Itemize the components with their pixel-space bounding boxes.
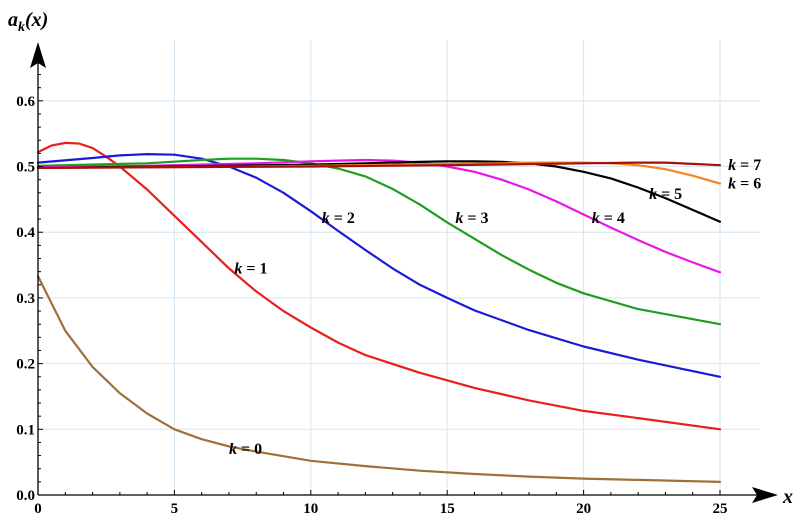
series-layer [36, 141, 722, 483]
curve-labels: k = 0 k = 1 k = 2 k = 3 k = 4 k = 5 k = 6 k = 7 [229, 157, 761, 458]
y-tick-label: 0.5 [16, 160, 35, 176]
y-tick-label: 0.3 [16, 291, 35, 307]
y-axis-arrow-icon [30, 42, 46, 68]
x-tick-label: 20 [576, 501, 591, 517]
series-line-k3 [36, 157, 722, 326]
y-axis-title: ak(x) [8, 9, 48, 35]
grid [38, 40, 760, 495]
curve-label: k = 4 [592, 210, 625, 227]
y-axis-title-base: a [8, 9, 18, 31]
x-tick-label: 5 [171, 501, 179, 517]
x-axis-title: x [782, 486, 793, 508]
curve-label: k = 3 [455, 210, 488, 227]
x-tick-label: 10 [303, 501, 318, 517]
y-tick-label: 0.0 [16, 488, 35, 504]
x-tick-label: 0 [34, 501, 42, 517]
curve-label: k = 0 [229, 441, 262, 458]
curve-label: k = 1 [234, 260, 267, 277]
curve-label: k = 7 [728, 157, 761, 174]
tick-labels: 0 5 10 15 20 25 0.0 0.1 0.2 0.3 0.4 0.5 0.6 [16, 94, 727, 517]
series-line-k7 [36, 161, 722, 169]
y-tick-label: 0.2 [16, 357, 35, 373]
series-line-k2 [36, 153, 722, 378]
series-line-k4 [36, 158, 722, 274]
y-axis-title-rest: (x) [25, 9, 48, 31]
axes [30, 42, 778, 503]
series-line-k0 [36, 275, 722, 483]
y-axis-title-subscript: k [18, 20, 25, 35]
curve-label: k = 2 [322, 210, 355, 227]
x-tick-label: 25 [713, 501, 728, 517]
y-tick-label: 0.6 [16, 94, 35, 110]
x-tick-label: 15 [440, 501, 455, 517]
curve-label: k = 5 [649, 186, 682, 203]
curve-label: k = 6 [728, 176, 761, 193]
ticks [37, 74, 721, 496]
y-tick-label: 0.4 [16, 225, 35, 241]
y-tick-label: 0.1 [16, 422, 35, 438]
x-axis-arrow-icon [752, 487, 778, 503]
series-line-k1 [36, 141, 722, 431]
